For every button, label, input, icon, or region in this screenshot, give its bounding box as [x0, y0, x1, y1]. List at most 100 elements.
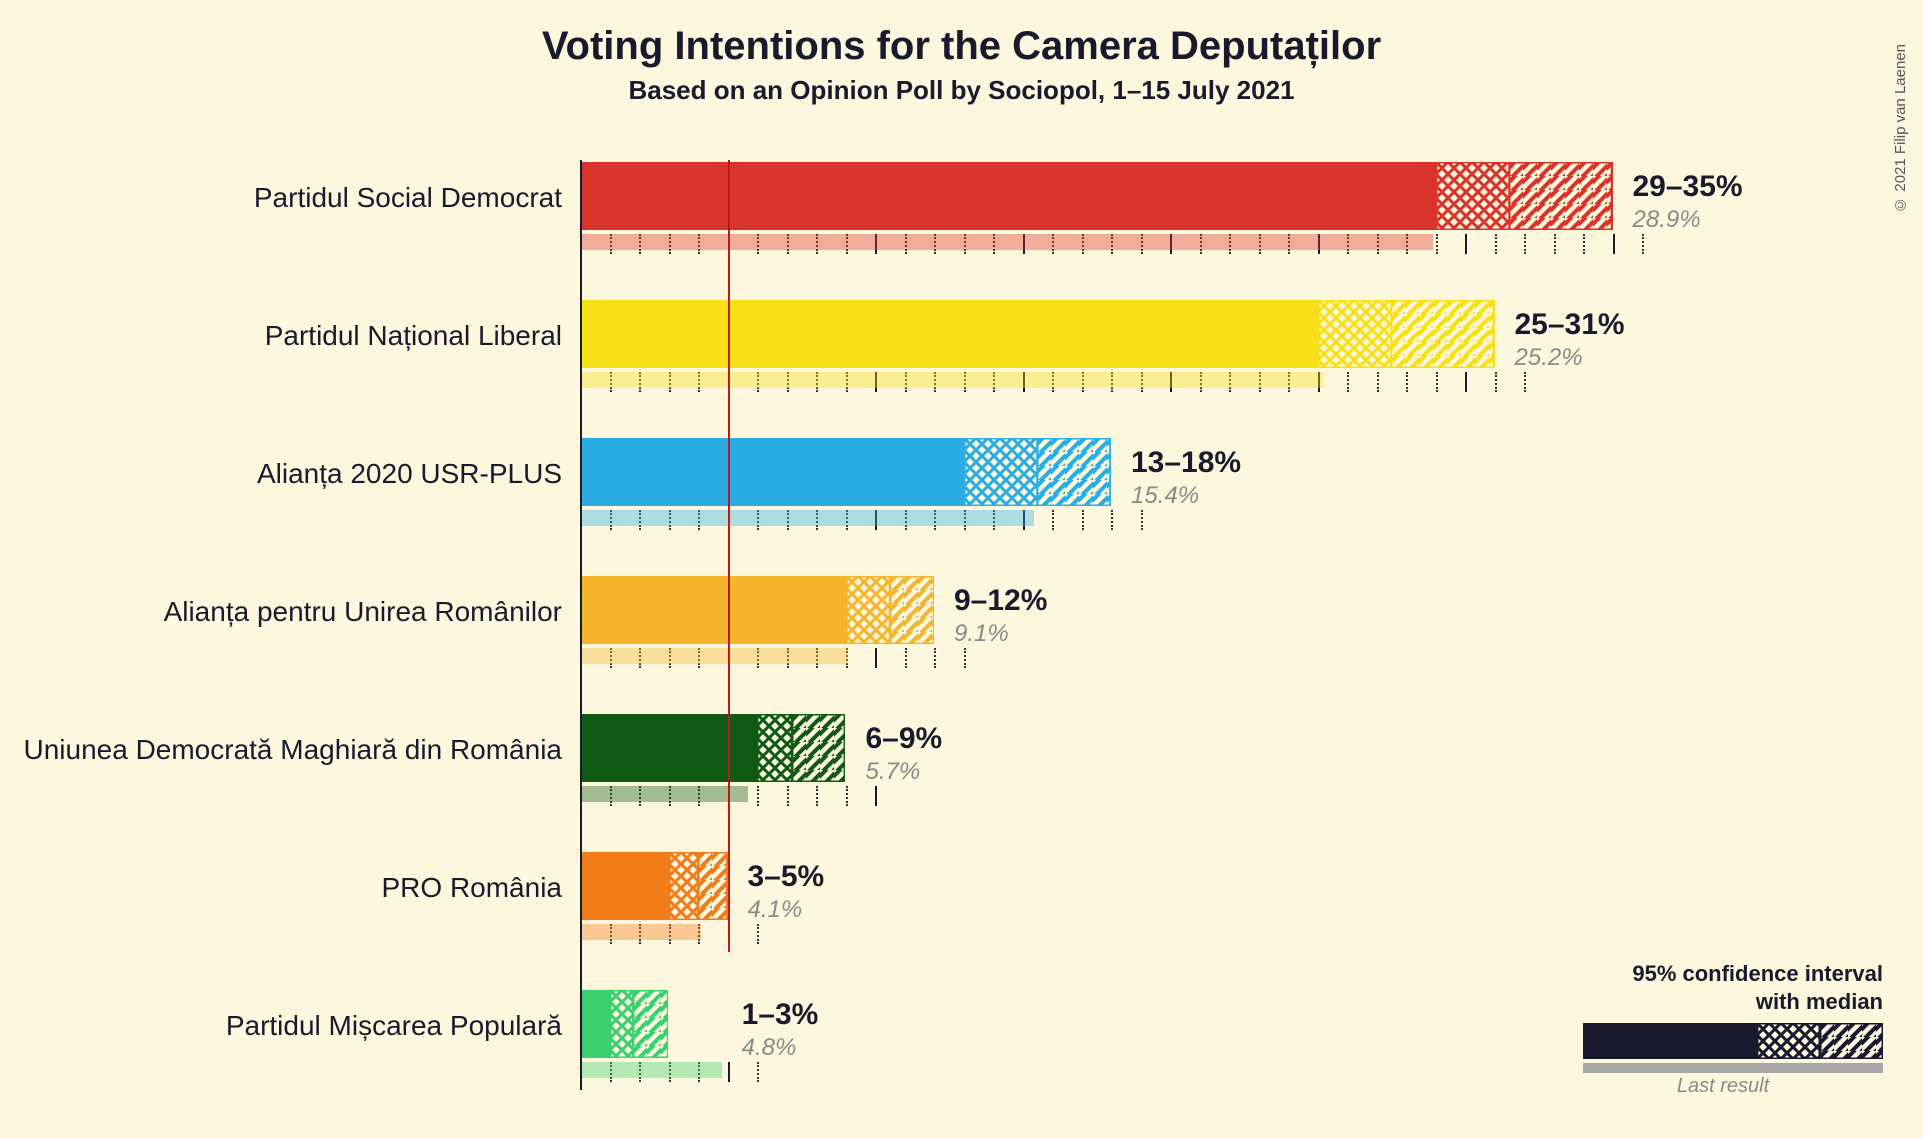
- legend-title-line1: 95% confidence interval: [1632, 961, 1883, 986]
- legend-last-result: Last result: [1563, 1075, 1883, 1098]
- confidence-interval-bar: [580, 300, 1495, 368]
- legend-ci-bar: [1583, 1023, 1883, 1059]
- grid-tick: [1082, 510, 1084, 530]
- previous-result-bar: [580, 924, 701, 940]
- grid-tick: [1495, 372, 1497, 392]
- grid-tick: [964, 648, 966, 668]
- bar-area: 3–5%4.1%: [580, 844, 1680, 982]
- legend: 95% confidence interval with median Last…: [1563, 960, 1883, 1098]
- previous-result-bar: [580, 234, 1433, 250]
- range-label: 6–9%: [866, 722, 943, 756]
- ci-crosshatch-segment: [669, 852, 699, 920]
- range-label: 3–5%: [748, 860, 825, 894]
- party-label: Uniunea Democrată Maghiară din România: [23, 734, 562, 766]
- bar-area: 25–31%25.2%: [580, 292, 1680, 430]
- ci-solid-segment: [580, 852, 669, 920]
- party-label: Partidul Mișcarea Populară: [226, 1010, 562, 1042]
- previous-result-bar: [580, 786, 748, 802]
- range-label: 13–18%: [1131, 446, 1241, 480]
- grid-tick: [1436, 234, 1438, 254]
- ci-diagonal-segment: [698, 852, 728, 920]
- bar-area: 29–35%28.9%: [580, 154, 1680, 292]
- ci-diagonal-segment: [1509, 162, 1612, 230]
- threshold-line: [728, 160, 730, 952]
- confidence-interval-bar: [580, 852, 728, 920]
- prev-label: 4.8%: [742, 1034, 797, 1062]
- ci-crosshatch-segment: [846, 576, 890, 644]
- ci-crosshatch-segment: [1436, 162, 1510, 230]
- ci-crosshatch-segment: [964, 438, 1038, 506]
- ci-solid-segment: [580, 576, 846, 644]
- grid-tick: [1465, 234, 1467, 254]
- bar-area: 9–12%9.1%: [580, 568, 1680, 706]
- ci-diagonal-segment: [890, 576, 934, 644]
- range-label: 29–35%: [1633, 170, 1743, 204]
- ci-diagonal-segment: [633, 990, 668, 1058]
- grid-tick: [1111, 510, 1113, 530]
- grid-tick: [1524, 234, 1526, 254]
- party-label: Partidul Social Democrat: [254, 182, 562, 214]
- bar-area: 6–9%5.7%: [580, 706, 1680, 844]
- range-label: 25–31%: [1515, 308, 1625, 342]
- grid-tick: [1436, 372, 1438, 392]
- grid-tick: [816, 786, 818, 806]
- bar-area: 1–3%4.8%: [580, 982, 1680, 1120]
- grid-tick: [1052, 510, 1054, 530]
- party-label: Partidul Național Liberal: [265, 320, 562, 352]
- range-label: 9–12%: [954, 584, 1047, 618]
- legend-solid: [1583, 1023, 1757, 1059]
- legend-title: 95% confidence interval with median: [1563, 960, 1883, 1015]
- prev-label: 5.7%: [866, 758, 921, 786]
- grid-tick: [728, 1062, 730, 1082]
- party-row: Alianța pentru Unirea Românilor 9–12%9.1%: [0, 568, 1923, 706]
- grid-tick: [1583, 234, 1585, 254]
- range-label: 1–3%: [742, 998, 819, 1032]
- ci-crosshatch-segment: [1318, 300, 1392, 368]
- grid-tick: [1465, 372, 1467, 392]
- ci-solid-segment: [580, 300, 1318, 368]
- ci-diagonal-segment: [1037, 438, 1111, 506]
- ci-crosshatch-segment: [610, 990, 634, 1058]
- legend-prev-bar: [1583, 1063, 1883, 1073]
- grid-tick: [757, 786, 759, 806]
- ci-crosshatch-segment: [757, 714, 792, 782]
- prev-label: 4.1%: [748, 896, 803, 924]
- confidence-interval-bar: [580, 576, 934, 644]
- grid-tick: [1141, 510, 1143, 530]
- previous-result-bar: [580, 648, 848, 664]
- legend-cross: [1757, 1023, 1820, 1059]
- prev-label: 15.4%: [1131, 482, 1199, 510]
- ci-diagonal-segment: [1391, 300, 1494, 368]
- previous-result-bar: [580, 1062, 722, 1078]
- party-row: Partidul Social Democrat 29–35%28.9%: [0, 154, 1923, 292]
- grid-tick: [875, 786, 877, 806]
- party-label: Alianța 2020 USR-PLUS: [257, 458, 562, 490]
- y-axis-baseline: [580, 160, 582, 1090]
- previous-result-bar: [580, 372, 1323, 388]
- grid-tick: [1524, 372, 1526, 392]
- chart-subtitle: Based on an Opinion Poll by Sociopol, 1–…: [0, 75, 1923, 106]
- confidence-interval-bar: [580, 162, 1613, 230]
- grid-tick: [1406, 372, 1408, 392]
- grid-tick: [1554, 234, 1556, 254]
- ci-solid-segment: [580, 162, 1436, 230]
- grid-tick: [846, 786, 848, 806]
- ci-solid-segment: [580, 438, 964, 506]
- previous-result-bar: [580, 510, 1034, 526]
- ci-solid-segment: [580, 990, 610, 1058]
- bar-area: 13–18%15.4%: [580, 430, 1680, 568]
- grid-tick: [1642, 234, 1644, 254]
- party-label: PRO România: [381, 872, 562, 904]
- party-label: Alianța pentru Unirea Românilor: [164, 596, 562, 628]
- confidence-interval-bar: [580, 990, 669, 1058]
- grid-tick: [1347, 372, 1349, 392]
- grid-tick: [905, 648, 907, 668]
- grid-tick: [787, 786, 789, 806]
- chart-title: Voting Intentions for the Camera Deputaț…: [0, 24, 1923, 69]
- grid-tick: [1613, 234, 1615, 254]
- grid-tick: [757, 1062, 759, 1082]
- confidence-interval-bar: [580, 438, 1111, 506]
- party-row: Uniunea Democrată Maghiară din România 6–…: [0, 706, 1923, 844]
- prev-label: 9.1%: [954, 620, 1009, 648]
- ci-diagonal-segment: [792, 714, 845, 782]
